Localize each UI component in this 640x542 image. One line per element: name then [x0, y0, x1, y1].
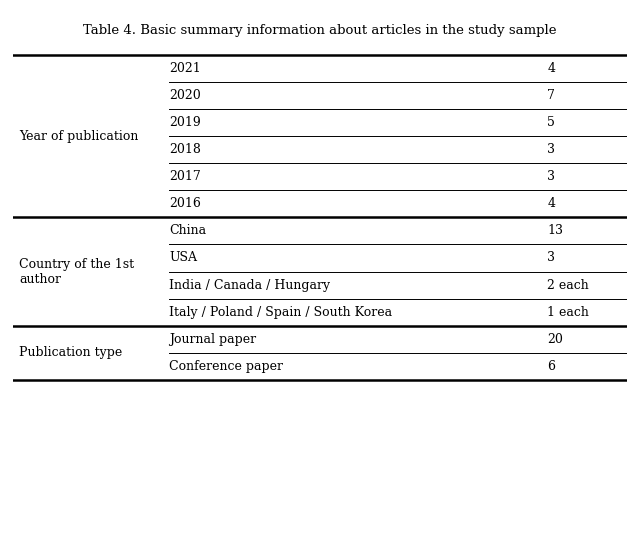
Text: 3: 3 — [547, 143, 556, 156]
Text: Country of the 1st
author: Country of the 1st author — [19, 257, 134, 286]
Text: 2016: 2016 — [170, 197, 202, 210]
Text: 1 each: 1 each — [547, 306, 589, 319]
Text: 6: 6 — [547, 360, 556, 373]
Text: 7: 7 — [547, 89, 556, 102]
Text: 2020: 2020 — [170, 89, 201, 102]
Text: 3: 3 — [547, 170, 556, 183]
Text: Italy / Poland / Spain / South Korea: Italy / Poland / Spain / South Korea — [170, 306, 392, 319]
Text: 2017: 2017 — [170, 170, 201, 183]
Text: 2018: 2018 — [170, 143, 202, 156]
Text: Conference paper: Conference paper — [170, 360, 284, 373]
Text: 4: 4 — [547, 62, 556, 75]
Text: 2019: 2019 — [170, 116, 201, 129]
Text: 3: 3 — [547, 251, 556, 264]
Text: 2021: 2021 — [170, 62, 201, 75]
Text: USA: USA — [170, 251, 198, 264]
Text: 20: 20 — [547, 333, 563, 346]
Text: Year of publication: Year of publication — [19, 130, 138, 143]
Text: China: China — [170, 224, 207, 237]
Text: Journal paper: Journal paper — [170, 333, 257, 346]
Text: 13: 13 — [547, 224, 563, 237]
Text: 2 each: 2 each — [547, 279, 589, 292]
Text: Publication type: Publication type — [19, 346, 122, 359]
Text: 4: 4 — [547, 197, 556, 210]
Text: India / Canada / Hungary: India / Canada / Hungary — [170, 279, 331, 292]
Text: 5: 5 — [547, 116, 556, 129]
Text: Table 4. Basic summary information about articles in the study sample: Table 4. Basic summary information about… — [83, 24, 557, 37]
